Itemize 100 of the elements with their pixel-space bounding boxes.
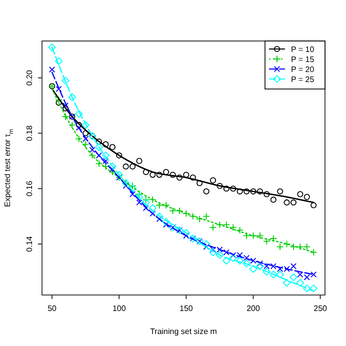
- point: [242, 260, 250, 268]
- point: [216, 220, 224, 228]
- point: [88, 152, 96, 160]
- point: [176, 207, 184, 214]
- point: [129, 191, 136, 198]
- point: [150, 172, 156, 178]
- x-tick-label: 200: [246, 304, 260, 313]
- point: [136, 190, 143, 198]
- point: [142, 196, 150, 204]
- point: [48, 44, 56, 52]
- point: [176, 174, 183, 181]
- point: [96, 138, 102, 145]
- point: [136, 158, 142, 164]
- point: [76, 122, 82, 128]
- legend-label: P = 15: [291, 55, 315, 64]
- point: [216, 182, 223, 189]
- point: [122, 182, 129, 189]
- point: [149, 196, 156, 204]
- point: [230, 186, 236, 192]
- point: [156, 202, 164, 209]
- point: [62, 102, 69, 109]
- point: [284, 199, 290, 206]
- point: [189, 212, 197, 220]
- point: [210, 177, 216, 184]
- point: [303, 284, 311, 292]
- point: [142, 204, 149, 212]
- point: [209, 224, 217, 232]
- point: [250, 232, 257, 240]
- point: [122, 163, 129, 170]
- point: [49, 66, 56, 73]
- point: [263, 238, 270, 245]
- point: [62, 76, 70, 84]
- point: [115, 170, 123, 179]
- point: [290, 273, 298, 282]
- point: [276, 243, 284, 250]
- point: [256, 232, 264, 240]
- point: [169, 207, 176, 214]
- point: [262, 268, 271, 276]
- point: [236, 188, 243, 194]
- point: [196, 180, 203, 186]
- point: [256, 262, 264, 270]
- point: [182, 210, 190, 218]
- point: [264, 191, 270, 198]
- point: [150, 210, 156, 217]
- point: [102, 152, 110, 160]
- point: [142, 198, 150, 206]
- point: [243, 188, 250, 194]
- point: [183, 172, 190, 178]
- point: [297, 271, 304, 278]
- point: [109, 166, 116, 172]
- point: [82, 130, 89, 136]
- legend-label: P = 25: [291, 75, 315, 84]
- point: [310, 248, 318, 256]
- point: [290, 199, 297, 206]
- point: [256, 188, 263, 194]
- point: [190, 174, 196, 181]
- point: [89, 146, 96, 153]
- point: [290, 263, 297, 270]
- point: [68, 93, 76, 102]
- point: [270, 234, 278, 242]
- point: [56, 86, 62, 92]
- point: [310, 284, 318, 292]
- point: [102, 158, 109, 164]
- point: [162, 202, 170, 209]
- point: [109, 144, 116, 150]
- point: [283, 240, 290, 248]
- point: [304, 194, 310, 200]
- y-tick-label: 0.20: [25, 70, 34, 86]
- point: [76, 124, 82, 131]
- point: [216, 251, 224, 259]
- point: [108, 162, 116, 170]
- point: [82, 140, 90, 148]
- point: [183, 232, 190, 239]
- y-tick-label: 0.16: [25, 180, 34, 196]
- point: [242, 232, 250, 240]
- x-tick-label: 100: [112, 304, 126, 313]
- point: [310, 202, 317, 208]
- point: [55, 96, 62, 104]
- point: [54, 57, 63, 66]
- point: [296, 243, 304, 250]
- point: [256, 260, 263, 266]
- point: [182, 229, 190, 237]
- point: [249, 265, 258, 273]
- point: [270, 270, 278, 278]
- point: [82, 121, 90, 129]
- point: [95, 160, 103, 168]
- point: [236, 256, 244, 265]
- point: [223, 186, 230, 192]
- point: [297, 191, 304, 198]
- point: [277, 188, 284, 194]
- y-tick-label: 0.14: [25, 236, 34, 252]
- point: [116, 152, 122, 158]
- point: [203, 188, 210, 194]
- point: [196, 215, 204, 223]
- point: [250, 188, 256, 194]
- point: [203, 244, 210, 250]
- legend-label: P = 10: [291, 45, 315, 54]
- point: [223, 249, 230, 256]
- point: [270, 196, 276, 203]
- point: [303, 243, 311, 250]
